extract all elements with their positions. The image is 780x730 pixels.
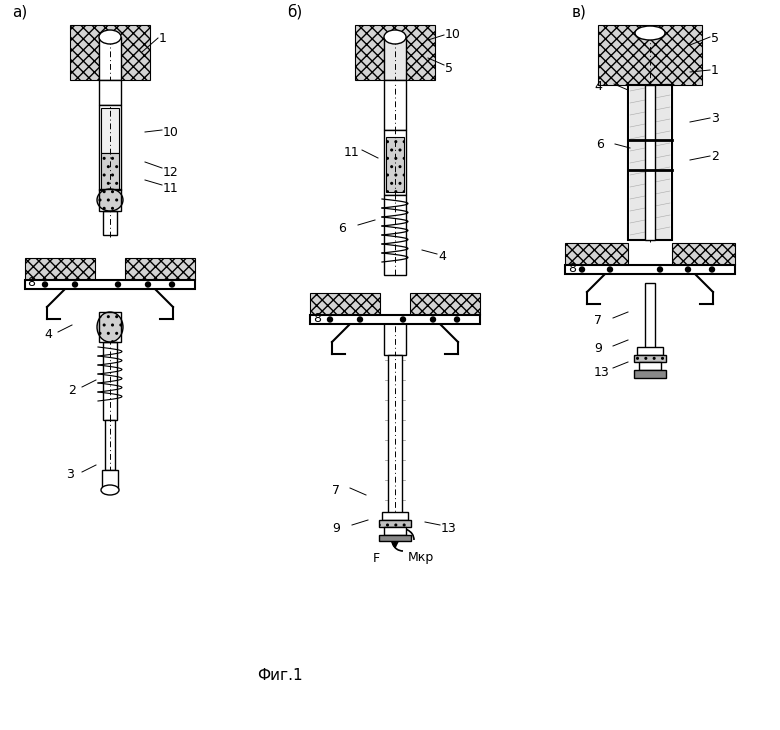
Circle shape (146, 282, 151, 287)
Text: 10: 10 (445, 28, 461, 42)
Bar (645, 283, 655, 355)
Text: 1: 1 (711, 64, 719, 77)
Ellipse shape (99, 30, 121, 44)
Bar (99, 189, 121, 211)
Circle shape (42, 282, 48, 287)
Bar (384, 315, 406, 355)
Bar (565, 243, 628, 265)
Ellipse shape (97, 312, 123, 342)
Text: F: F (373, 553, 380, 566)
Text: 9: 9 (594, 342, 602, 356)
Text: 13: 13 (594, 366, 610, 378)
Bar (25, 280, 195, 289)
Bar (410, 293, 480, 315)
Bar (630, 85, 670, 240)
Bar (99, 37, 121, 80)
Circle shape (431, 317, 435, 322)
Text: 11: 11 (163, 182, 179, 196)
Bar (25, 258, 95, 280)
Bar (310, 293, 380, 315)
Bar (628, 85, 672, 240)
Bar (639, 362, 661, 370)
Bar (598, 25, 702, 85)
Bar (384, 195, 406, 275)
Text: Мкр: Мкр (408, 551, 434, 564)
Ellipse shape (635, 26, 665, 40)
Text: 7: 7 (594, 315, 602, 328)
Text: 10: 10 (163, 126, 179, 139)
Bar (125, 258, 195, 280)
Text: 12: 12 (163, 166, 179, 179)
Text: 2: 2 (68, 383, 76, 396)
Text: 6: 6 (596, 139, 604, 152)
Bar (101, 153, 119, 190)
Text: 4: 4 (594, 80, 602, 93)
Circle shape (115, 282, 120, 287)
Text: 7: 7 (332, 483, 340, 496)
Text: Фиг.1: Фиг.1 (257, 667, 303, 683)
Text: в): в) (572, 4, 587, 20)
Bar (645, 85, 655, 240)
Bar (634, 370, 666, 378)
Text: 13: 13 (441, 521, 457, 534)
Bar (310, 315, 480, 324)
Bar (102, 470, 118, 490)
Text: 3: 3 (711, 112, 719, 126)
Bar (105, 420, 115, 470)
Text: 8: 8 (313, 312, 321, 326)
Bar (99, 80, 121, 105)
Bar (384, 80, 406, 130)
Bar (637, 347, 663, 355)
Bar (384, 37, 406, 80)
Circle shape (328, 317, 332, 322)
Text: 4: 4 (44, 328, 52, 342)
Bar (99, 105, 121, 190)
Circle shape (357, 317, 363, 322)
Text: 1: 1 (159, 31, 167, 45)
Text: а): а) (12, 4, 27, 20)
Text: 2: 2 (711, 150, 719, 164)
Bar (384, 130, 406, 195)
Text: 5: 5 (445, 63, 453, 75)
Circle shape (658, 267, 662, 272)
Bar (388, 355, 402, 520)
Circle shape (455, 317, 459, 322)
Bar (99, 312, 121, 342)
Ellipse shape (384, 30, 406, 44)
Text: б): б) (287, 4, 303, 20)
Circle shape (169, 282, 175, 287)
Circle shape (686, 267, 690, 272)
Bar (386, 137, 404, 192)
Ellipse shape (101, 485, 119, 495)
Bar (103, 342, 117, 420)
Text: 3: 3 (66, 469, 74, 482)
Bar (379, 535, 411, 541)
Bar (384, 527, 406, 535)
Circle shape (73, 282, 77, 287)
Circle shape (580, 267, 584, 272)
Bar (103, 211, 117, 235)
Text: 5: 5 (711, 31, 719, 45)
Bar (382, 512, 408, 520)
Text: 11: 11 (344, 147, 360, 159)
Bar (634, 355, 666, 362)
Text: 9: 9 (332, 521, 340, 534)
Bar (355, 25, 435, 80)
Text: 8: 8 (568, 263, 576, 275)
Bar (672, 243, 735, 265)
Text: 6: 6 (338, 221, 346, 234)
Bar (70, 25, 150, 80)
Text: 4: 4 (438, 250, 446, 264)
Circle shape (400, 317, 406, 322)
Bar (101, 108, 119, 153)
Bar (379, 520, 411, 527)
Circle shape (608, 267, 612, 272)
Bar (565, 265, 735, 274)
Text: 8: 8 (27, 277, 35, 290)
Circle shape (710, 267, 714, 272)
Ellipse shape (97, 189, 123, 211)
